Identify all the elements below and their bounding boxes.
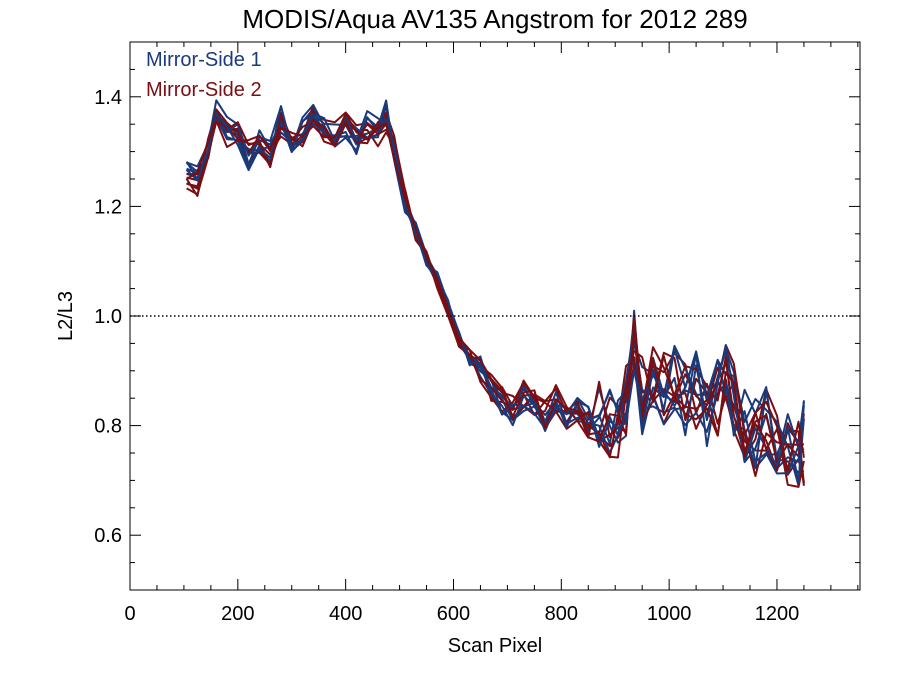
x-axis-label: Scan Pixel bbox=[448, 635, 543, 657]
legend: Mirror-Side 1 Mirror-Side 2 bbox=[146, 49, 262, 101]
series-trace-mirror-side-2-3 bbox=[186, 114, 805, 488]
series-trace-mirror-side-1-1 bbox=[186, 105, 805, 487]
series-trace-mirror-side-1-6 bbox=[185, 105, 805, 484]
x-tick-label: 800 bbox=[545, 603, 578, 625]
series-trace-mirror-side-2-4 bbox=[185, 108, 805, 486]
series-trace-mirror-side-2-1 bbox=[186, 104, 805, 484]
series-trace-mirror-side-2-5 bbox=[186, 113, 805, 463]
legend-entry-mirror-side-1: Mirror-Side 1 bbox=[146, 49, 262, 71]
x-tick-label: 600 bbox=[437, 603, 470, 625]
plot-frame bbox=[129, 41, 861, 591]
x-tick-label: 1200 bbox=[755, 603, 800, 625]
y-tick-label: 0.8 bbox=[94, 416, 122, 438]
x-tick-label: 0 bbox=[124, 603, 135, 625]
y-tick-label: 1.4 bbox=[94, 87, 122, 109]
x-tick-label: 400 bbox=[329, 603, 362, 625]
x-tick-label: 1000 bbox=[647, 603, 692, 625]
chart-title: MODIS/Aqua AV135 Angstrom for 2012 289 bbox=[242, 4, 747, 34]
y-tick-label: 0.6 bbox=[94, 525, 122, 547]
axis-ticks bbox=[129, 41, 860, 591]
series-trace-mirror-side-2-0 bbox=[186, 110, 805, 483]
plot-lines bbox=[185, 99, 805, 488]
y-tick-label: 1.0 bbox=[94, 306, 122, 328]
tick-labels: 0 200 400 600 800 1000 1200 0.6 0.8 1.0 1.2 1.4 bbox=[94, 87, 799, 625]
series-trace-mirror-side-2-6 bbox=[186, 112, 805, 471]
y-tick-label: 1.2 bbox=[94, 196, 122, 218]
y-axis-label: L2/L3 bbox=[55, 291, 77, 341]
x-tick-label: 200 bbox=[221, 603, 254, 625]
legend-entry-mirror-side-2: Mirror-Side 2 bbox=[146, 79, 262, 101]
